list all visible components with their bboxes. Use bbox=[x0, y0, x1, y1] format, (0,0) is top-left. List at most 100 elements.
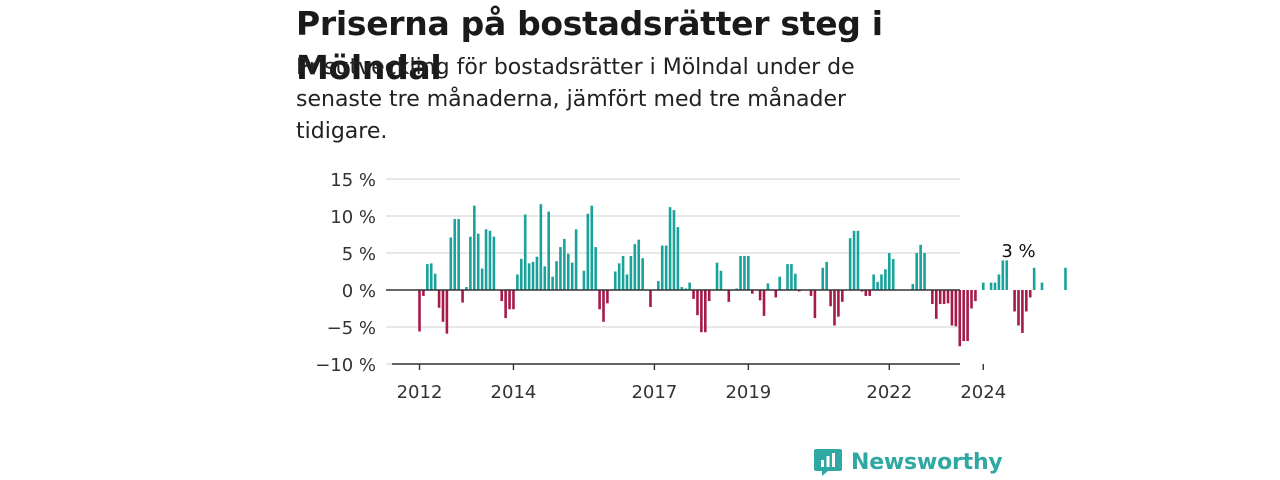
bar bbox=[555, 261, 558, 290]
bar bbox=[519, 258, 523, 290]
bar bbox=[837, 290, 840, 317]
bar bbox=[958, 290, 962, 347]
x-tick-label: 2012 bbox=[397, 382, 443, 403]
bar bbox=[981, 282, 985, 290]
bar bbox=[598, 290, 601, 310]
bar bbox=[660, 245, 664, 290]
bar bbox=[429, 263, 433, 290]
bar bbox=[891, 258, 895, 290]
bar bbox=[465, 287, 468, 290]
bar bbox=[774, 290, 778, 298]
bar bbox=[449, 237, 453, 290]
bar bbox=[500, 290, 504, 302]
bar bbox=[621, 255, 625, 290]
bar bbox=[531, 261, 535, 290]
bar bbox=[504, 290, 507, 319]
bar bbox=[559, 247, 562, 290]
bar bbox=[688, 282, 691, 290]
bar bbox=[613, 271, 617, 290]
bar bbox=[586, 213, 590, 290]
x-axis-tick-labels: 2012 2014 2017 2019 2022 2024 bbox=[397, 382, 1007, 403]
chart-subtitle: Prisutveckling för bostadsrätter i Mölnd… bbox=[296, 55, 855, 144]
bar bbox=[880, 274, 883, 290]
bar bbox=[950, 290, 954, 326]
bar bbox=[966, 290, 969, 342]
y-axis-tick-labels: 15 % 10 % 5 % 0 % −5 % −10 % bbox=[315, 170, 376, 376]
bar bbox=[617, 263, 621, 290]
bar bbox=[872, 274, 875, 290]
bar bbox=[574, 229, 578, 290]
bar bbox=[758, 290, 762, 301]
newsworthy-logo-icon bbox=[814, 449, 842, 476]
bar bbox=[942, 290, 946, 305]
bar bbox=[676, 227, 680, 290]
bar bbox=[426, 264, 429, 290]
bar bbox=[527, 263, 531, 290]
bar bbox=[915, 253, 919, 290]
bar bbox=[825, 261, 828, 290]
bar bbox=[441, 290, 445, 322]
bar bbox=[743, 255, 746, 290]
bar bbox=[590, 205, 594, 290]
bar bbox=[418, 290, 421, 332]
bar bbox=[786, 264, 789, 290]
bar bbox=[551, 276, 554, 290]
bar bbox=[473, 205, 476, 290]
bar bbox=[625, 274, 629, 290]
bar bbox=[946, 290, 950, 304]
bar bbox=[954, 290, 958, 327]
bar bbox=[997, 274, 1001, 290]
bar bbox=[1028, 290, 1032, 298]
bar bbox=[1001, 260, 1005, 290]
bar bbox=[848, 238, 852, 290]
bar bbox=[508, 290, 511, 310]
y-tick-label: −10 % bbox=[315, 355, 376, 376]
bar bbox=[719, 270, 723, 290]
bar bbox=[1032, 267, 1036, 290]
bar bbox=[641, 258, 644, 290]
bar bbox=[523, 214, 527, 290]
bar bbox=[934, 290, 938, 319]
bar bbox=[566, 253, 570, 290]
bar bbox=[931, 290, 934, 305]
y-tick-label: 5 % bbox=[342, 244, 376, 265]
bar bbox=[433, 273, 437, 290]
bar bbox=[488, 230, 492, 290]
bar bbox=[884, 269, 887, 290]
bar bbox=[484, 229, 488, 290]
bar bbox=[480, 268, 484, 290]
bar bbox=[1040, 282, 1044, 290]
bar bbox=[778, 276, 781, 290]
bar bbox=[911, 284, 915, 290]
bar bbox=[422, 290, 425, 296]
axes bbox=[386, 289, 984, 370]
bar bbox=[974, 290, 977, 302]
bar bbox=[461, 290, 464, 303]
bar bbox=[856, 230, 860, 290]
bar bbox=[457, 218, 460, 290]
bar bbox=[453, 218, 457, 290]
bar bbox=[680, 287, 684, 290]
bar bbox=[923, 253, 926, 290]
bar bbox=[492, 236, 496, 290]
bar bbox=[715, 262, 719, 290]
bar bbox=[727, 290, 731, 302]
bar bbox=[1013, 290, 1016, 312]
bar bbox=[629, 255, 633, 290]
bar bbox=[637, 239, 641, 290]
bar bbox=[657, 281, 660, 290]
bar bbox=[1005, 260, 1009, 290]
bar bbox=[762, 290, 766, 316]
bar bbox=[570, 262, 574, 290]
brand-logo: Newsworthy bbox=[813, 444, 1003, 480]
bar bbox=[476, 233, 480, 290]
chart-title: Priserna på bostadsrätter steg i Mölndal bbox=[296, 4, 883, 87]
bar bbox=[852, 230, 856, 290]
bar bbox=[833, 290, 836, 326]
bar bbox=[876, 281, 879, 290]
bar-chart: 15 % 10 % 5 % 0 % −5 % −10 % 2012 2014 2017 2019… bbox=[315, 170, 1067, 403]
bar bbox=[543, 266, 547, 290]
bar bbox=[766, 283, 770, 290]
bar bbox=[794, 273, 797, 290]
bar bbox=[868, 290, 872, 296]
